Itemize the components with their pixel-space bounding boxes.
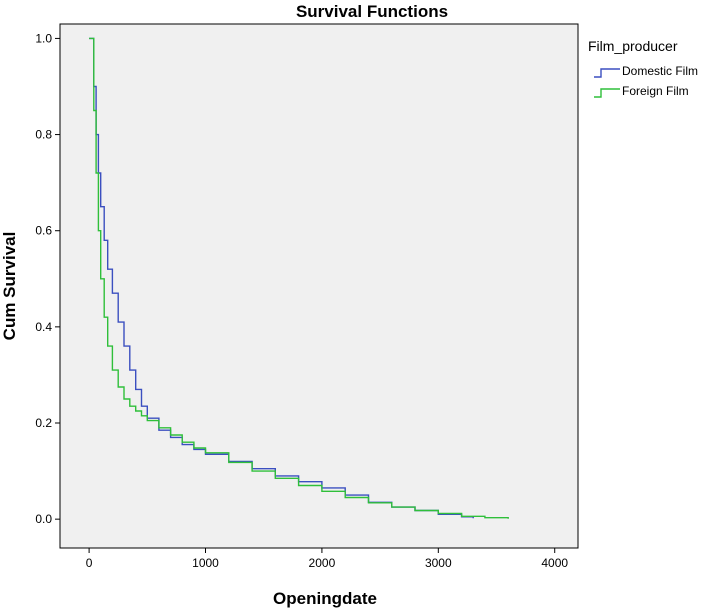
x-tick-label: 1000 xyxy=(192,556,219,570)
legend-title: Film_producer xyxy=(588,38,678,54)
legend-swatch xyxy=(594,88,620,98)
legend: Film_producer Domestic Film Foreign Film xyxy=(588,38,698,98)
x-axis-label: Openingdate xyxy=(273,589,377,608)
x-axis-ticks: 0 1000 2000 3000 4000 xyxy=(86,548,568,570)
plot-area xyxy=(59,23,579,549)
y-axis-ticks: 0.0 0.2 0.4 0.6 0.8 1.0 xyxy=(35,31,60,526)
y-tick-label: 1.0 xyxy=(35,31,52,45)
y-tick-label: 0.0 xyxy=(35,512,52,526)
y-tick-label: 0.2 xyxy=(35,416,52,430)
chart-title: Survival Functions xyxy=(296,2,448,21)
legend-swatch xyxy=(594,68,620,78)
x-tick-label: 3000 xyxy=(425,556,452,570)
y-axis-label: Cum Survival xyxy=(0,232,19,341)
series-lines xyxy=(89,37,509,519)
legend-label: Domestic Film xyxy=(622,64,698,78)
y-tick-label: 0.8 xyxy=(35,128,52,142)
x-tick-label: 4000 xyxy=(541,556,568,570)
x-tick-label: 0 xyxy=(86,556,93,570)
y-tick-label: 0.4 xyxy=(35,320,52,334)
x-tick-label: 2000 xyxy=(309,556,336,570)
series-line-2 xyxy=(89,37,509,519)
legend-label: Foreign Film xyxy=(622,84,689,98)
legend-items: Domestic Film Foreign Film xyxy=(594,64,698,98)
y-tick-label: 0.6 xyxy=(35,224,52,238)
